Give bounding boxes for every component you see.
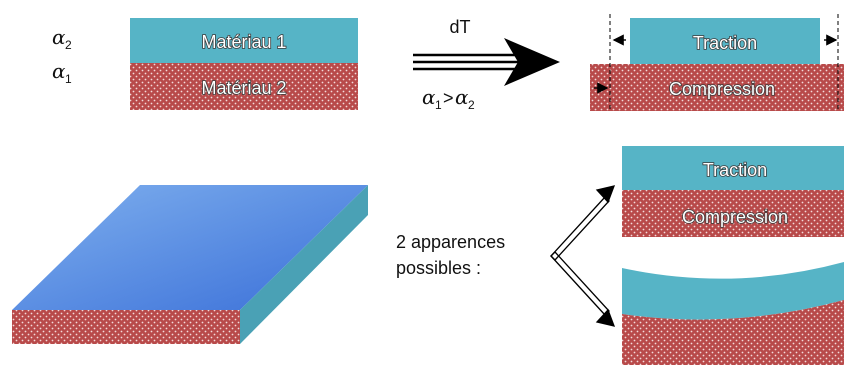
outcome-flat-bottom [622,190,844,237]
outcome-flat-top [622,146,844,190]
process-arrow [413,38,560,86]
svg-text:>: > [443,88,454,108]
result-bilayer: Traction Compression [590,14,844,112]
material-1-layer [130,18,358,63]
material-2-label: Matériau 2 [201,78,286,98]
outcome-compression-label: Compression [682,207,788,227]
outcomes-caption-line-1: 2 apparences [396,232,505,252]
svg-text:α: α [52,59,66,83]
svg-text:α: α [455,85,469,109]
traction-label: Traction [693,33,757,53]
outcome-flat: Traction Compression [622,146,844,237]
alpha-1-label: α 1 [52,59,72,86]
material-2-layer [130,63,358,110]
dt-label: dT [449,17,470,37]
outcome-traction-label: Traction [703,160,767,180]
outcome-curved-bottom [622,300,844,365]
svg-text:1: 1 [65,72,72,86]
svg-text:α: α [422,85,436,109]
compression-layer [590,64,844,111]
outcome-curved-top [622,262,844,320]
outcomes-caption-line-2: possibles : [396,258,481,278]
plate-3d [12,185,368,344]
svg-text:2: 2 [468,98,475,112]
alpha-2-label: α 2 [52,25,72,52]
compression-label: Compression [669,79,775,99]
material-1-label: Matériau 1 [201,32,286,52]
inequality-label: α 1 > α 2 [422,85,475,112]
svg-text:α: α [52,25,66,49]
plate-top-face [12,185,368,310]
outcome-curved [622,262,844,365]
plate-side-face [240,185,368,344]
svg-text:2: 2 [65,38,72,52]
branch-arrows [550,185,616,327]
plate-front-face [12,310,240,344]
traction-layer [630,18,820,64]
initial-bilayer: Matériau 1 Matériau 2 [130,18,358,110]
svg-text:1: 1 [435,98,442,112]
